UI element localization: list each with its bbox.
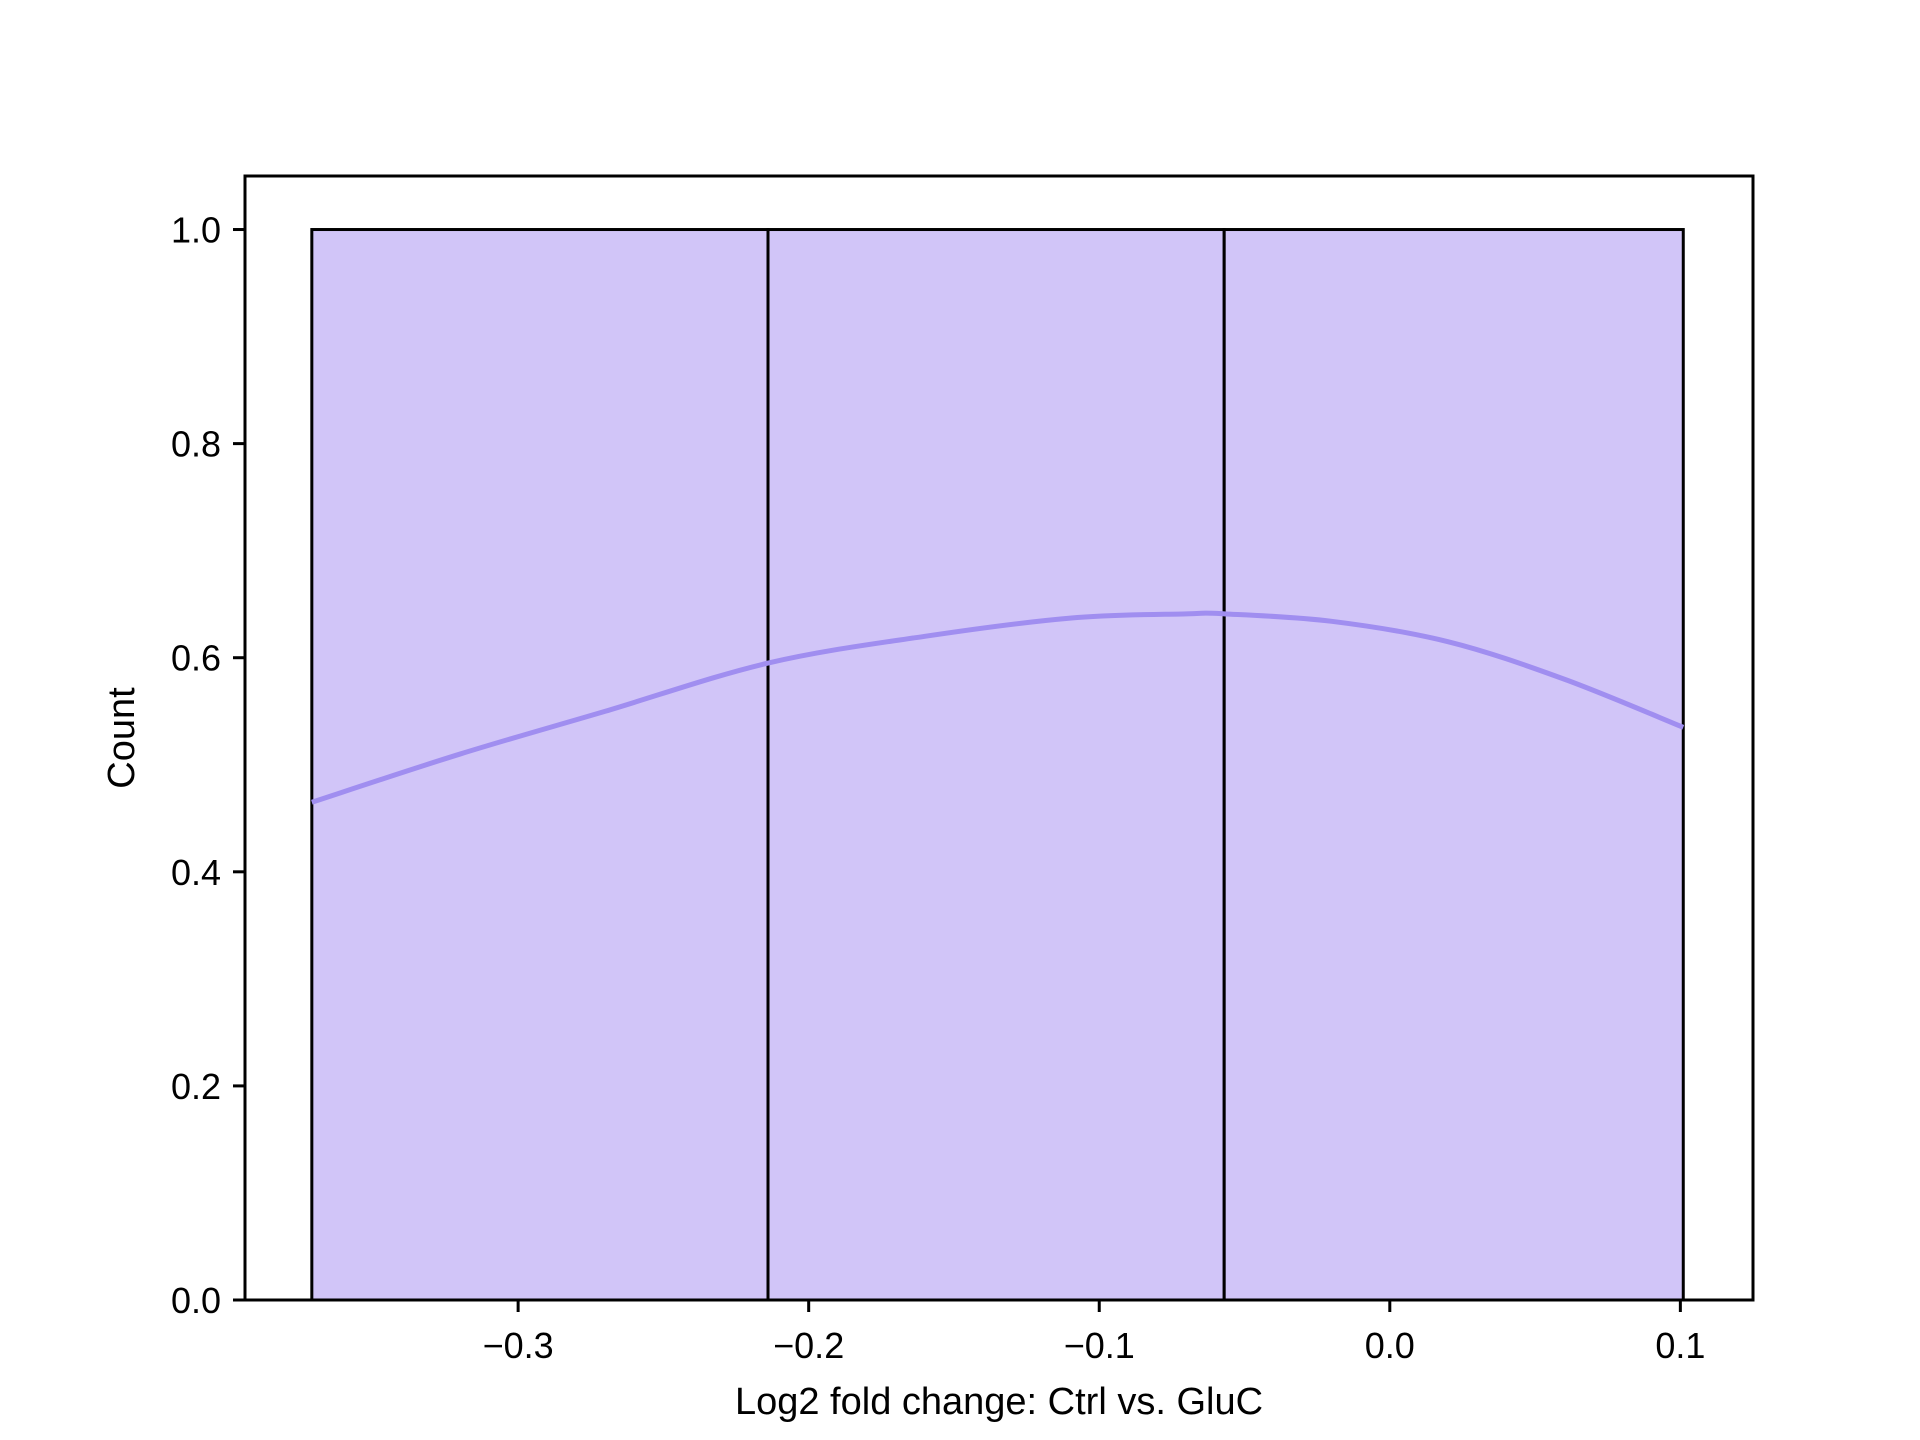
x-tick-label: 0.0 — [1365, 1325, 1415, 1366]
plot-frame — [243, 174, 1755, 1302]
histogram-bar-3 — [1222, 228, 1685, 1302]
y-axis-label: Count — [101, 687, 143, 789]
y-tick-label: 0.2 — [171, 1066, 221, 1107]
histogram-bar-1 — [310, 228, 770, 1302]
y-tick-label: 1.0 — [171, 210, 221, 251]
y-tick-label: 0.4 — [171, 852, 221, 893]
histogram-bar-2 — [766, 228, 1226, 1302]
x-tick-label: −0.3 — [483, 1325, 554, 1366]
kde-curve — [311, 610, 1685, 805]
x-tick-label: −0.2 — [773, 1325, 844, 1366]
y-tick-label: 0.8 — [171, 424, 221, 465]
x-tick-label: −0.1 — [1064, 1325, 1135, 1366]
x-axis-label: Log2 fold change: Ctrl vs. GluC — [735, 1381, 1263, 1423]
y-axis-ticks: 0.0 0.2 0.4 0.6 0.8 1.0 — [171, 210, 245, 1321]
y-tick-label: 0.0 — [171, 1280, 221, 1321]
x-axis-ticks: −0.3 −0.2 −0.1 0.0 0.1 — [483, 1300, 1705, 1366]
histogram-bars — [310, 228, 1685, 1302]
x-tick-label: 0.1 — [1655, 1325, 1705, 1366]
y-tick-label: 0.6 — [171, 638, 221, 679]
